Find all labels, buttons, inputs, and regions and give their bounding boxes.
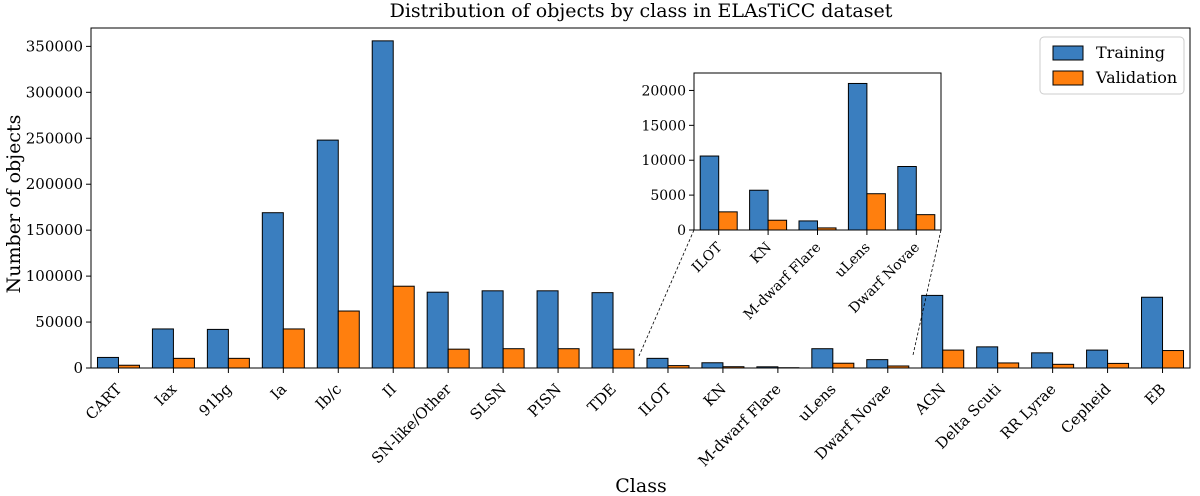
bar-training-kn (701, 362, 724, 369)
legend-swatch-validation (1052, 70, 1084, 86)
inset-bar-validation-dwarf-novae (915, 214, 936, 231)
y-tick-label: 0 (73, 359, 83, 377)
y-tick-label: 100000 (26, 267, 83, 285)
bar-training-eb (1141, 296, 1164, 369)
bar-validation-ulens (832, 362, 855, 369)
inset-connector-left (638, 229, 695, 357)
bar-validation-ia (282, 328, 305, 369)
bar-training-iax (151, 328, 174, 369)
bar-training-91bg (206, 328, 229, 369)
y-tick-label: 50000 (35, 313, 83, 331)
legend: Training Validation (1039, 36, 1185, 95)
legend-label-validation: Validation (1095, 68, 1177, 87)
x-tick-label-iax: Iax (151, 380, 181, 410)
bar-training-cepheid (1086, 349, 1109, 369)
inset-y-tick-label: 0 (677, 223, 686, 239)
legend-swatch-training (1052, 45, 1084, 61)
x-tick-label-rr-lyrae: RR Lyrae (997, 380, 1060, 443)
bar-training-ib-c (316, 139, 339, 369)
bar-validation-eb (1162, 350, 1185, 369)
bar-training-agn (921, 294, 944, 369)
bar-training-delta-scuti (976, 346, 999, 369)
x-tick-label-ulens: uLens (794, 380, 839, 425)
main-plot: 0500001000001500002000002500003000003500… (26, 27, 1191, 470)
bar-training-tde (591, 292, 614, 369)
x-tick-label-ib-c: Ib/c (312, 380, 345, 413)
y-tick-label: 300000 (26, 83, 83, 101)
bar-training-cart (96, 356, 119, 369)
x-tick-label-cepheid: Cepheid (1057, 380, 1114, 437)
inset-x-tick-label-kn: KN (748, 240, 775, 267)
x-tick-label-ii: II (379, 380, 400, 401)
inset-bar-validation-ulens (866, 193, 886, 231)
y-axis-label: Number of objects (3, 115, 25, 294)
plot-frame (90, 27, 1191, 369)
inset-connector-right (912, 229, 942, 357)
bar-training-ia (261, 212, 284, 369)
y-tick-label: 250000 (26, 129, 83, 147)
bar-training-sn-like-other (426, 291, 449, 369)
x-tick-label-ilot: ILOT (635, 380, 675, 420)
inset-y-tick-label: 10000 (641, 153, 686, 169)
x-axis-label: Class (615, 475, 666, 496)
bar-validation-agn (942, 349, 965, 369)
inset-bar-validation-kn (767, 219, 788, 231)
y-tick-label: 200000 (26, 175, 83, 193)
x-tick-label-pisn: PISN (524, 380, 565, 421)
x-tick-label-ia: Ia (267, 380, 290, 403)
y-tick-label: 150000 (26, 221, 83, 239)
x-tick-label-sn-like-other: SN-like/Other (368, 380, 456, 468)
inset-y-tick-label: 5000 (650, 188, 686, 204)
inset-bar-training-ulens (847, 82, 868, 231)
inset-bar-training-ilot (699, 155, 720, 231)
inset-bar-training-m-dwarf-flare (798, 220, 818, 231)
bar-validation-slsn (502, 348, 525, 369)
bar-training-ulens (811, 348, 834, 369)
x-tick-label-kn: KN (700, 380, 730, 410)
bar-training-ii (371, 40, 394, 369)
chart-title: Distribution of objects by class in ELAs… (390, 0, 893, 22)
inset-y-tick-label: 20000 (641, 83, 686, 99)
inset-bar-validation-ilot (718, 211, 738, 231)
x-tick-label-tde: TDE (584, 380, 620, 416)
bar-validation-sn-like-other (447, 348, 470, 369)
x-tick-label-slsn: SLSN (466, 380, 510, 424)
x-tick-label-eb: EB (1141, 380, 1169, 408)
y-tick-label: 350000 (26, 37, 83, 55)
x-tick-label-91bg: 91bg (195, 380, 235, 420)
inset-bar-training-dwarf-novae (897, 166, 917, 231)
bar-training-pisn (536, 290, 559, 369)
bar-validation-rr-lyrae (1052, 363, 1075, 369)
bar-validation-delta-scuti (997, 362, 1020, 369)
bar-validation-ii (392, 285, 415, 369)
bar-validation-cepheid (1107, 362, 1130, 369)
inset-x-tick-label-ulens: uLens (832, 240, 874, 282)
x-tick-label-agn: AGN (911, 380, 950, 419)
inset-bar-training-kn (749, 189, 769, 231)
bar-training-ilot (646, 357, 669, 369)
inset-x-tick-label-ilot: ILOT (689, 239, 726, 276)
legend-label-training: Training (1096, 43, 1165, 62)
bar-training-rr-lyrae (1031, 352, 1054, 369)
bar-validation-91bg (227, 357, 250, 369)
x-tick-label-cart: CART (82, 380, 125, 423)
bar-training-slsn (481, 290, 504, 369)
bar-validation-iax (172, 357, 195, 369)
bar-training-dwarf-novae (866, 359, 889, 369)
bar-validation-tde (612, 348, 635, 369)
bar-validation-pisn (557, 348, 580, 369)
inset-y-tick-label: 15000 (641, 118, 686, 134)
bar-validation-ib-c (337, 310, 360, 369)
